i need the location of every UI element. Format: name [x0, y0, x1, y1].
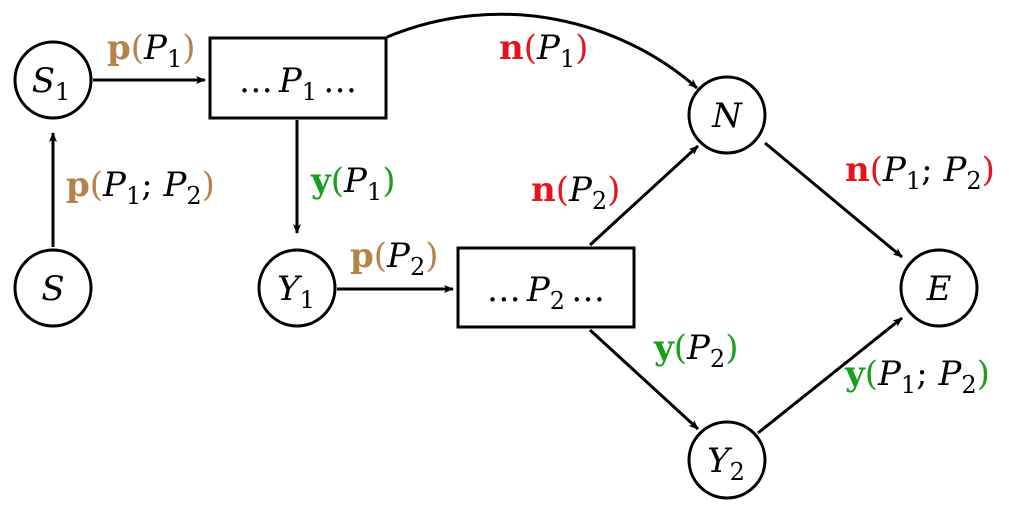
node-y2: [687, 420, 767, 500]
node-s-label: S: [41, 269, 64, 309]
edge-label-p2-to-n: n(P2): [531, 170, 620, 215]
node-e-label: E: [926, 269, 952, 309]
edge-label-y2-to-e: y(P1; P2): [844, 354, 990, 399]
node-y1: [257, 248, 337, 328]
edge-label-p1-to-n: n(P1): [499, 28, 588, 73]
node-y1-label: Y1: [277, 269, 315, 314]
edge-label-s-to-s1: p(P1; P2): [66, 165, 215, 210]
edge-p2-to-y2: [588, 328, 700, 431]
edge-label-y1-to-p2: p(P2): [350, 236, 438, 281]
node-s1: [13, 40, 93, 120]
edge-label-p1-to-y1: y(P1): [310, 161, 395, 206]
node-n: [687, 75, 767, 155]
edge-label-s1-to-p1: p(P1): [107, 28, 195, 73]
edge-label-p2-to-y2: y(P2): [653, 328, 738, 373]
edge-p1-to-n: [386, 12, 698, 90]
node-n-label: N: [711, 96, 743, 136]
edge-y2-to-e: [757, 316, 903, 435]
box-p2: [456, 246, 636, 329]
box-p2-label: … P2…: [487, 270, 605, 315]
edge-p2-to-n: [588, 144, 700, 247]
box-p1: [208, 36, 388, 120]
node-s1-label: S1: [32, 61, 71, 106]
node-e: [899, 248, 979, 328]
node-s: [13, 248, 93, 328]
edge-n-to-e: [764, 141, 903, 259]
node-y2-label: Y2: [707, 441, 745, 486]
edge-label-n-to-e: n(P1; P2): [845, 150, 995, 195]
box-p1-label: … P1…: [239, 61, 357, 106]
edges: [49, 12, 903, 435]
